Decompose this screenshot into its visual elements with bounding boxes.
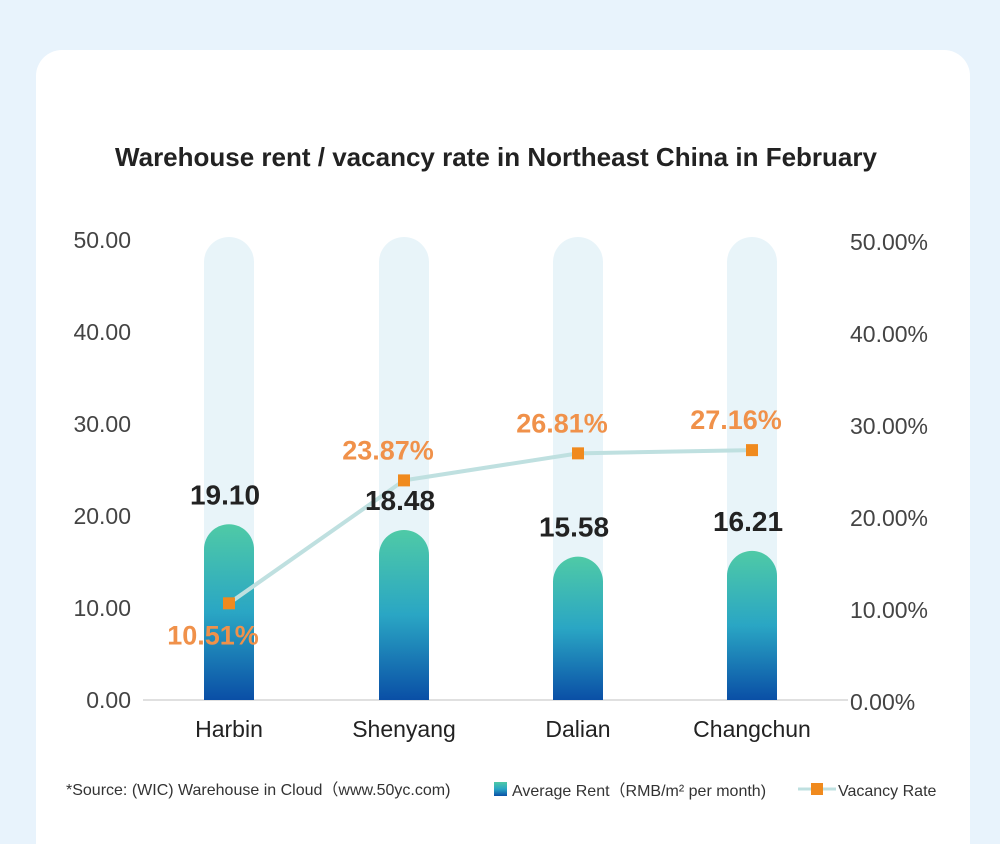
left-tick-label: 40.00 xyxy=(73,319,131,345)
category-label: Harbin xyxy=(195,716,263,742)
category-label: Shenyang xyxy=(352,716,456,742)
vacancy-marker xyxy=(398,474,410,487)
vacancy-marker xyxy=(223,597,235,610)
right-tick-label: 0.00% xyxy=(850,689,915,715)
rent-value-label: 15.58 xyxy=(539,512,609,543)
right-tick-label: 50.00% xyxy=(850,229,928,255)
vacancy-marker xyxy=(572,447,584,460)
rent-bar xyxy=(727,550,777,700)
left-tick-label: 50.00 xyxy=(73,227,131,253)
right-tick-label: 10.00% xyxy=(850,597,928,623)
right-axis: 0.00% 10.00% 20.00% 30.00% 40.00% 50.00% xyxy=(850,229,928,715)
rent-bar xyxy=(553,556,603,700)
left-tick-label: 20.00 xyxy=(73,503,131,529)
rent-value-label: 16.21 xyxy=(713,506,783,537)
left-tick-label: 10.00 xyxy=(73,595,131,621)
legend-vacancy-label: Vacancy Rate xyxy=(838,783,937,800)
vacancy-value-label: 10.51% xyxy=(167,620,259,650)
category-label: Changchun xyxy=(693,716,811,742)
footer: *Source: (WIC) Warehouse in Cloud（www.50… xyxy=(66,781,937,800)
vacancy-value-label: 26.81% xyxy=(516,408,608,438)
category-labels: Harbin Shenyang Dalian Changchun xyxy=(195,716,811,742)
vacancy-value-label: 23.87% xyxy=(342,435,434,465)
data-labels: 19.10 18.48 15.58 16.21 10.51% 23.87% 26.81% 27… xyxy=(167,405,783,650)
source-note: *Source: (WIC) Warehouse in Cloud（www.50… xyxy=(66,781,450,799)
right-tick-label: 20.00% xyxy=(850,505,928,531)
rent-bar xyxy=(204,524,254,700)
chart-title: Warehouse rent / vacancy rate in Northea… xyxy=(115,142,877,172)
left-tick-label: 0.00 xyxy=(86,687,131,713)
vacancy-line xyxy=(227,448,753,605)
rent-value-label: 19.10 xyxy=(190,479,260,510)
legend-vacancy-marker xyxy=(811,783,823,795)
rent-bar xyxy=(379,529,429,700)
category-label: Dalian xyxy=(545,716,610,742)
vacancy-line-layer xyxy=(223,444,758,610)
legend-rent-swatch xyxy=(494,782,507,796)
right-tick-label: 30.00% xyxy=(850,413,928,439)
rent-value-label: 18.48 xyxy=(365,485,435,516)
legend-rent-label: Average Rent（RMB/m² per month) xyxy=(512,782,766,800)
left-axis: 0.00 10.00 20.00 30.00 40.00 50.00 xyxy=(73,227,131,713)
vacancy-value-label: 27.16% xyxy=(690,405,782,435)
rent-bars xyxy=(204,524,777,700)
right-tick-label: 40.00% xyxy=(850,321,928,347)
vacancy-marker xyxy=(746,444,758,457)
left-tick-label: 30.00 xyxy=(73,411,131,437)
